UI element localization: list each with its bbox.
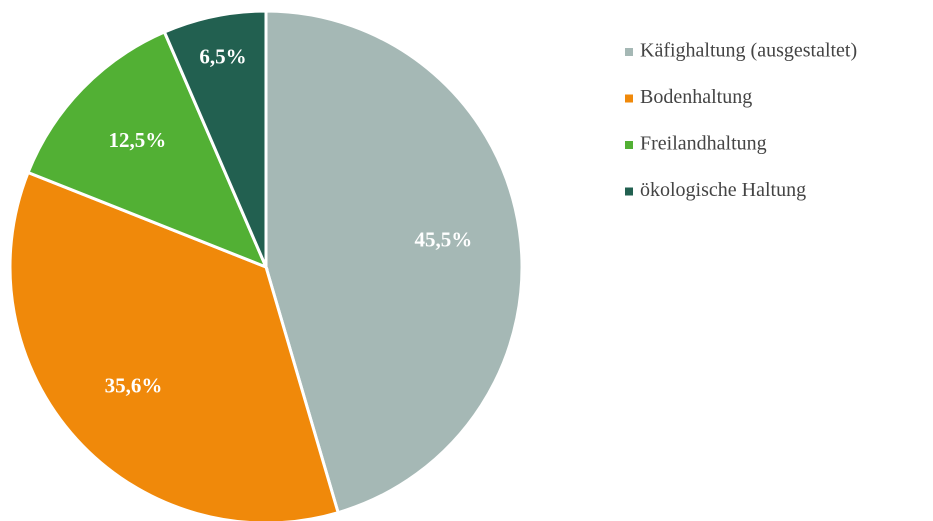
data-label: 45,5% — [415, 227, 473, 251]
legend-label: Käfighaltung (ausgestaltet) — [640, 40, 857, 62]
data-label: 12,5% — [109, 128, 167, 152]
pie-slice — [26, 30, 269, 270]
pie-slice — [264, 9, 524, 515]
data-label: 6,5% — [199, 45, 246, 69]
legend-swatch — [625, 187, 633, 196]
legend-label: Freilandhaltung — [640, 133, 767, 155]
pie-slice — [8, 170, 340, 521]
legend-swatch — [625, 48, 633, 56]
legend-swatch — [625, 94, 633, 103]
legend-swatch — [625, 141, 633, 149]
legend-label: ökologische Haltung — [640, 179, 806, 201]
data-label: 35,6% — [105, 374, 163, 398]
legend-label: Bodenhaltung — [640, 86, 752, 108]
pie-slice — [162, 9, 268, 268]
